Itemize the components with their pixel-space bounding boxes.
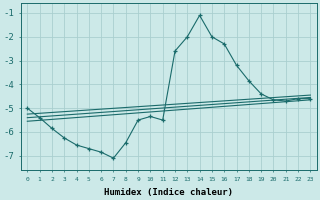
X-axis label: Humidex (Indice chaleur): Humidex (Indice chaleur) (104, 188, 233, 197)
